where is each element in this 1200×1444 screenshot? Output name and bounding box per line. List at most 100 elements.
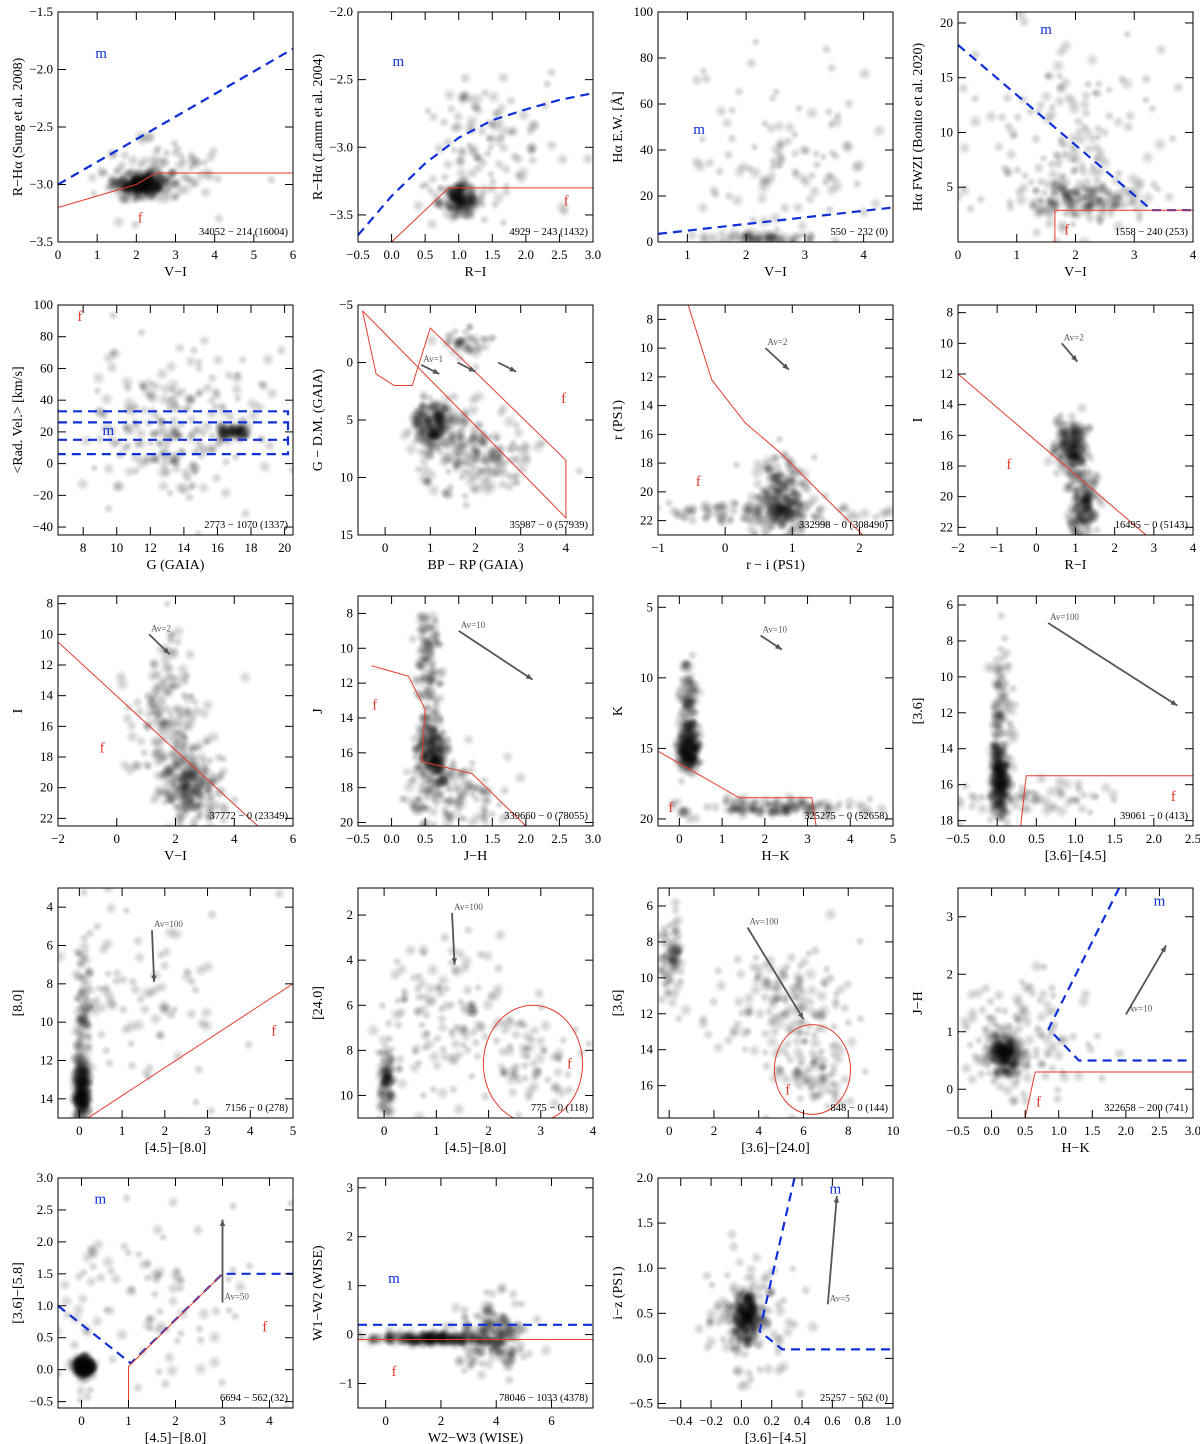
y-tick-label: 8: [47, 596, 54, 611]
density-point: [809, 452, 820, 463]
y-tick-label: 8: [647, 311, 654, 326]
density-point: [1040, 111, 1056, 127]
density-point: [1084, 131, 1099, 146]
density-point: [1146, 103, 1158, 115]
density-point: [969, 93, 981, 105]
density-point: [484, 131, 498, 145]
density-point: [157, 1000, 172, 1016]
selection-boundary: [687, 305, 864, 535]
panel-2: mf−0.5 0.0 0.5 1.0 1.5 2.0 2.5 3.0−3.5−3.0−2.5−…: [311, 4, 601, 291]
density-point: [206, 371, 219, 385]
x-tick-label: 1: [789, 540, 796, 555]
density-point: [767, 93, 778, 104]
density-point: [823, 106, 835, 118]
y-tick-label: 80: [640, 50, 653, 65]
density-point: [494, 799, 505, 810]
density-point: [1078, 487, 1089, 498]
density-point: [214, 769, 227, 782]
density-point: [417, 729, 433, 746]
density-point: [789, 129, 801, 141]
density-point: [501, 750, 515, 764]
density-point: [122, 465, 136, 479]
density-point: [806, 491, 821, 507]
density-point: [1034, 99, 1047, 112]
density-point: [437, 455, 452, 470]
density-point: [958, 191, 964, 203]
density-point: [1030, 225, 1044, 240]
density-point: [742, 227, 754, 240]
x-tick-label: −0.5: [946, 831, 970, 846]
density-point: [697, 65, 709, 77]
density-point: [1162, 190, 1176, 204]
density-point: [414, 444, 429, 459]
y-tick-label: −2.5: [329, 72, 353, 87]
density-point: [733, 85, 745, 98]
density-point: [713, 103, 729, 119]
density-point: [157, 651, 173, 667]
y-tick-label: 5: [647, 599, 654, 614]
density-point: [195, 450, 207, 462]
density-point: [789, 488, 804, 503]
density-point: [980, 659, 997, 676]
density-point: [255, 378, 268, 391]
density-point: [485, 464, 501, 480]
x-tick-label: 1: [684, 247, 691, 262]
density-point: [426, 172, 440, 186]
density-point: [454, 352, 466, 364]
density-point: [126, 1059, 139, 1072]
panel-10: Av=10f−0.5 0.0 0.5 1.0 1.5 2.0 2.5 3.0810121416…: [311, 595, 601, 864]
density-point: [193, 357, 205, 368]
density-point: [372, 1047, 385, 1059]
density-point: [1087, 543, 1099, 555]
density-point: [167, 414, 180, 426]
y-tick-label: 0: [347, 355, 354, 370]
density-point: [119, 421, 135, 437]
y-tick-label: 16: [640, 426, 654, 441]
density-point: [437, 278, 450, 291]
x-tick-label: 10: [110, 540, 123, 555]
density-point: [1078, 121, 1090, 133]
density-point: [1171, 80, 1186, 95]
density-point: [1123, 109, 1137, 123]
density-point: [141, 166, 153, 178]
field-region-label: f: [372, 697, 377, 713]
density-point: [1086, 789, 1100, 803]
member-region-label: m: [103, 423, 115, 439]
x-tick-label: 3: [804, 831, 811, 846]
density-point: [202, 801, 216, 815]
density-point: [658, 501, 663, 514]
density-point: [173, 480, 189, 496]
x-tick-label: 2: [743, 247, 750, 262]
field-region-label: f: [1064, 222, 1069, 238]
x-tick-label: 1.5: [484, 247, 500, 262]
y-axis-label: r (PS1): [611, 400, 626, 440]
density-point: [384, 1033, 395, 1044]
x-tick-label: 8: [80, 540, 87, 555]
density-point: [824, 204, 835, 215]
density-point: [1050, 58, 1067, 74]
y-tick-label: 10: [640, 340, 653, 355]
density-point: [94, 164, 108, 177]
density-point: [448, 190, 463, 206]
density-point: [532, 986, 546, 1001]
density-point: [114, 1179, 124, 1189]
density-point: [481, 445, 498, 462]
density-point: [377, 1000, 388, 1011]
density-point: [78, 888, 90, 899]
density-point: [958, 81, 971, 96]
density-point: [1074, 400, 1089, 416]
density-point: [140, 719, 152, 731]
density-point: [430, 790, 445, 805]
density-point: [419, 815, 434, 826]
density-point: [800, 807, 816, 823]
density-point: [1019, 793, 1034, 807]
density-point: [819, 490, 832, 502]
density-point: [801, 228, 818, 242]
density-point: [772, 119, 787, 134]
density-point: [150, 836, 161, 847]
density-point: [697, 134, 708, 145]
y-tick-label: 20: [940, 15, 953, 30]
density-point: [1035, 176, 1047, 188]
density-point: [426, 397, 443, 413]
density-point: [1054, 803, 1070, 819]
